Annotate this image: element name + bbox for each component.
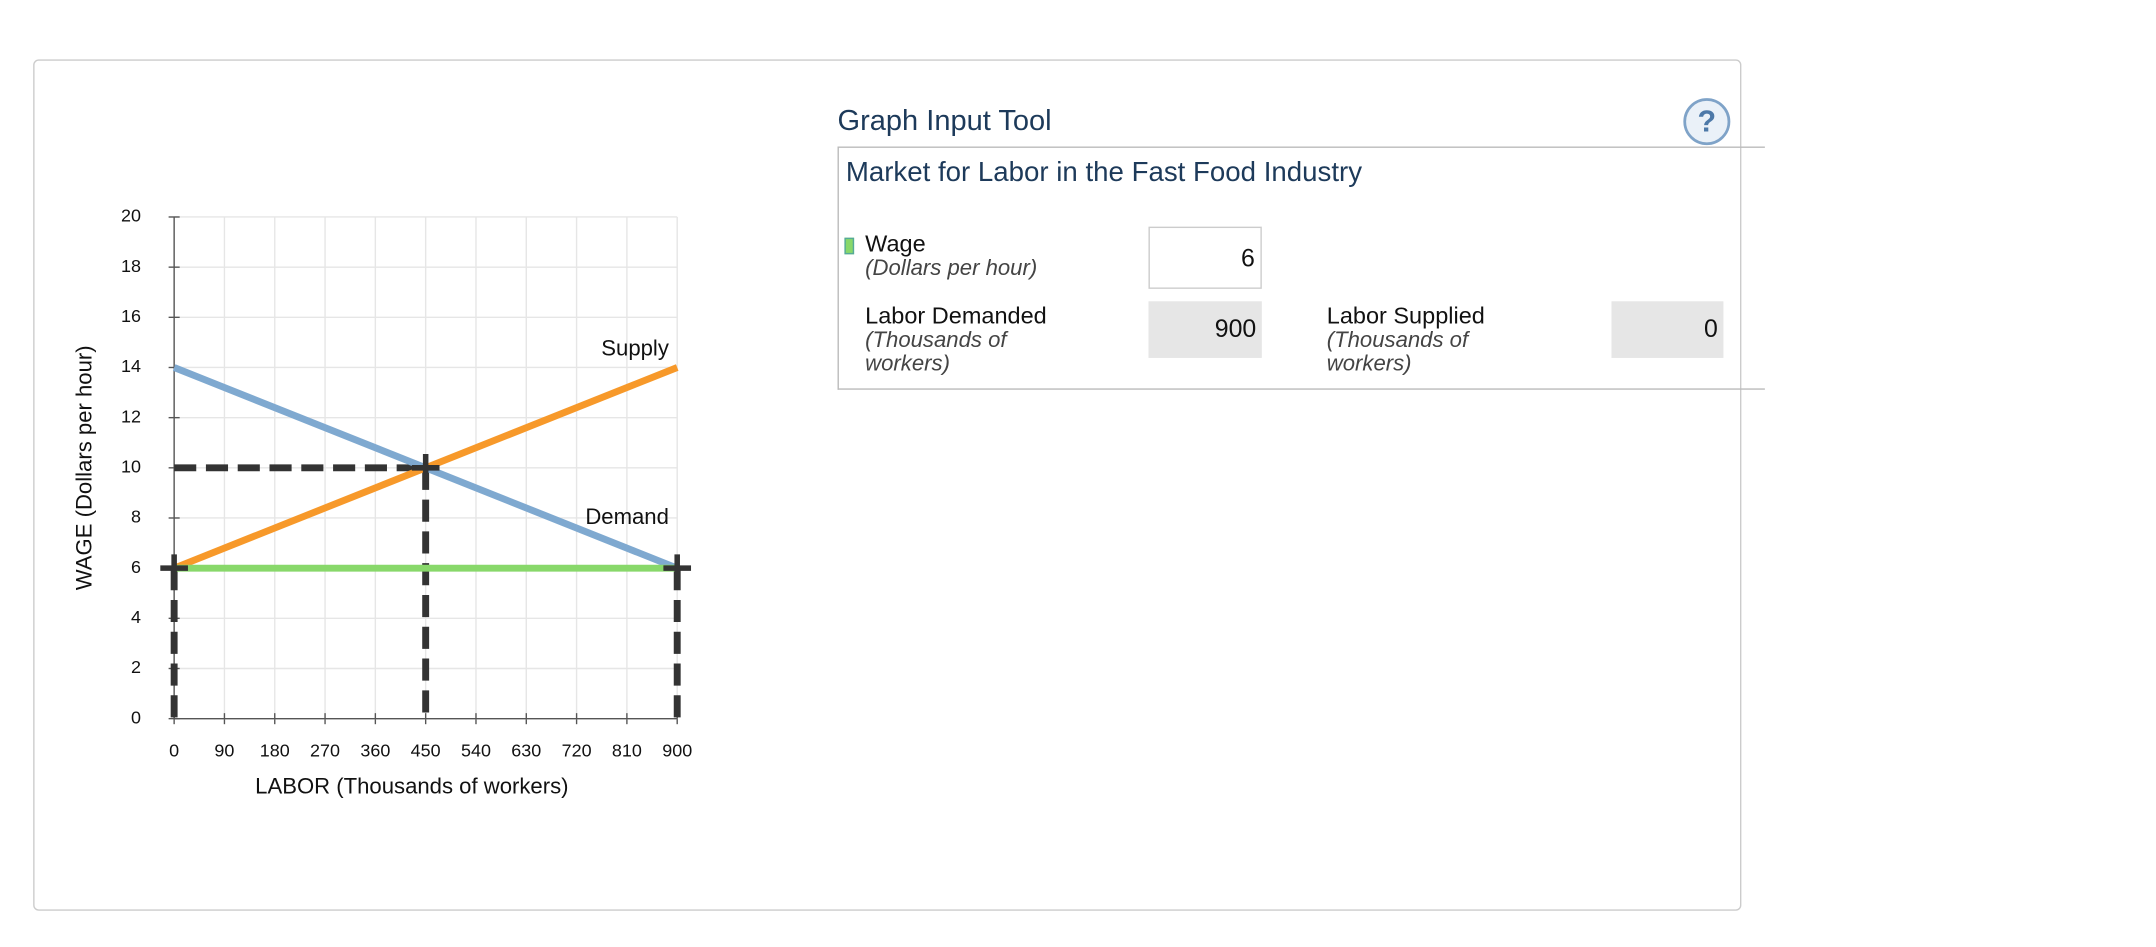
- y-axis-title: WAGE (Dollars per hour): [72, 345, 97, 590]
- x-tick-label: 90: [214, 741, 234, 761]
- field-label: Labor Supplied: [1326, 302, 1485, 329]
- panel-subtitle: Market for Labor in the Fast Food Indust…: [845, 157, 1363, 188]
- point-marker: [160, 554, 188, 582]
- field-unit: (Thousands of workers): [1326, 328, 1469, 376]
- field-label: Labor Demanded: [865, 302, 1047, 329]
- field-label: Wage: [865, 230, 926, 258]
- wage-swatch: [844, 237, 855, 255]
- point-marker: [411, 454, 440, 482]
- x-tick-label: 450: [411, 741, 441, 761]
- y-tick-label: 2: [131, 657, 141, 677]
- x-tick-label: 0: [169, 741, 179, 761]
- y-tick-label: 4: [131, 607, 141, 627]
- x-tick-label: 810: [612, 741, 642, 761]
- y-tick-label: 12: [121, 406, 141, 426]
- wage-input[interactable]: 6: [1148, 226, 1262, 289]
- x-tick-label: 270: [310, 741, 340, 761]
- output-box: 900: [1148, 301, 1262, 358]
- y-tick-label: 8: [131, 507, 141, 527]
- output-box: 0: [1611, 301, 1724, 358]
- x-tick-label: 180: [260, 741, 290, 761]
- panel: [837, 146, 1765, 390]
- y-tick-label: 6: [131, 557, 141, 577]
- point-marker: [663, 554, 692, 582]
- x-tick-label: 900: [662, 741, 692, 761]
- help-button[interactable]: ?: [1683, 98, 1731, 146]
- y-tick-label: 16: [121, 306, 141, 326]
- field-unit: (Dollars per hour): [865, 257, 1038, 281]
- chart: 0 90 180 270 360 450 540 630 720 810 9000246810121…: [72, 206, 693, 799]
- frame: [33, 59, 1742, 911]
- x-tick-label: 540: [461, 741, 491, 761]
- line-label: Demand: [585, 504, 669, 529]
- y-tick-label: 14: [121, 356, 141, 376]
- x-tick-label: 360: [360, 741, 390, 761]
- y-tick-label: 20: [121, 206, 141, 226]
- y-tick-label: 0: [131, 707, 141, 727]
- x-axis-title: LABOR (Thousands of workers): [255, 774, 568, 799]
- x-tick-label: 630: [511, 741, 541, 761]
- y-tick-label: 10: [121, 457, 141, 477]
- x-tick-label: 720: [562, 741, 592, 761]
- y-tick-label: 18: [121, 256, 141, 276]
- line-label: Supply: [601, 335, 670, 360]
- field-unit: (Thousands of workers): [865, 328, 1007, 376]
- tool-title: Graph Input Tool: [837, 105, 1052, 137]
